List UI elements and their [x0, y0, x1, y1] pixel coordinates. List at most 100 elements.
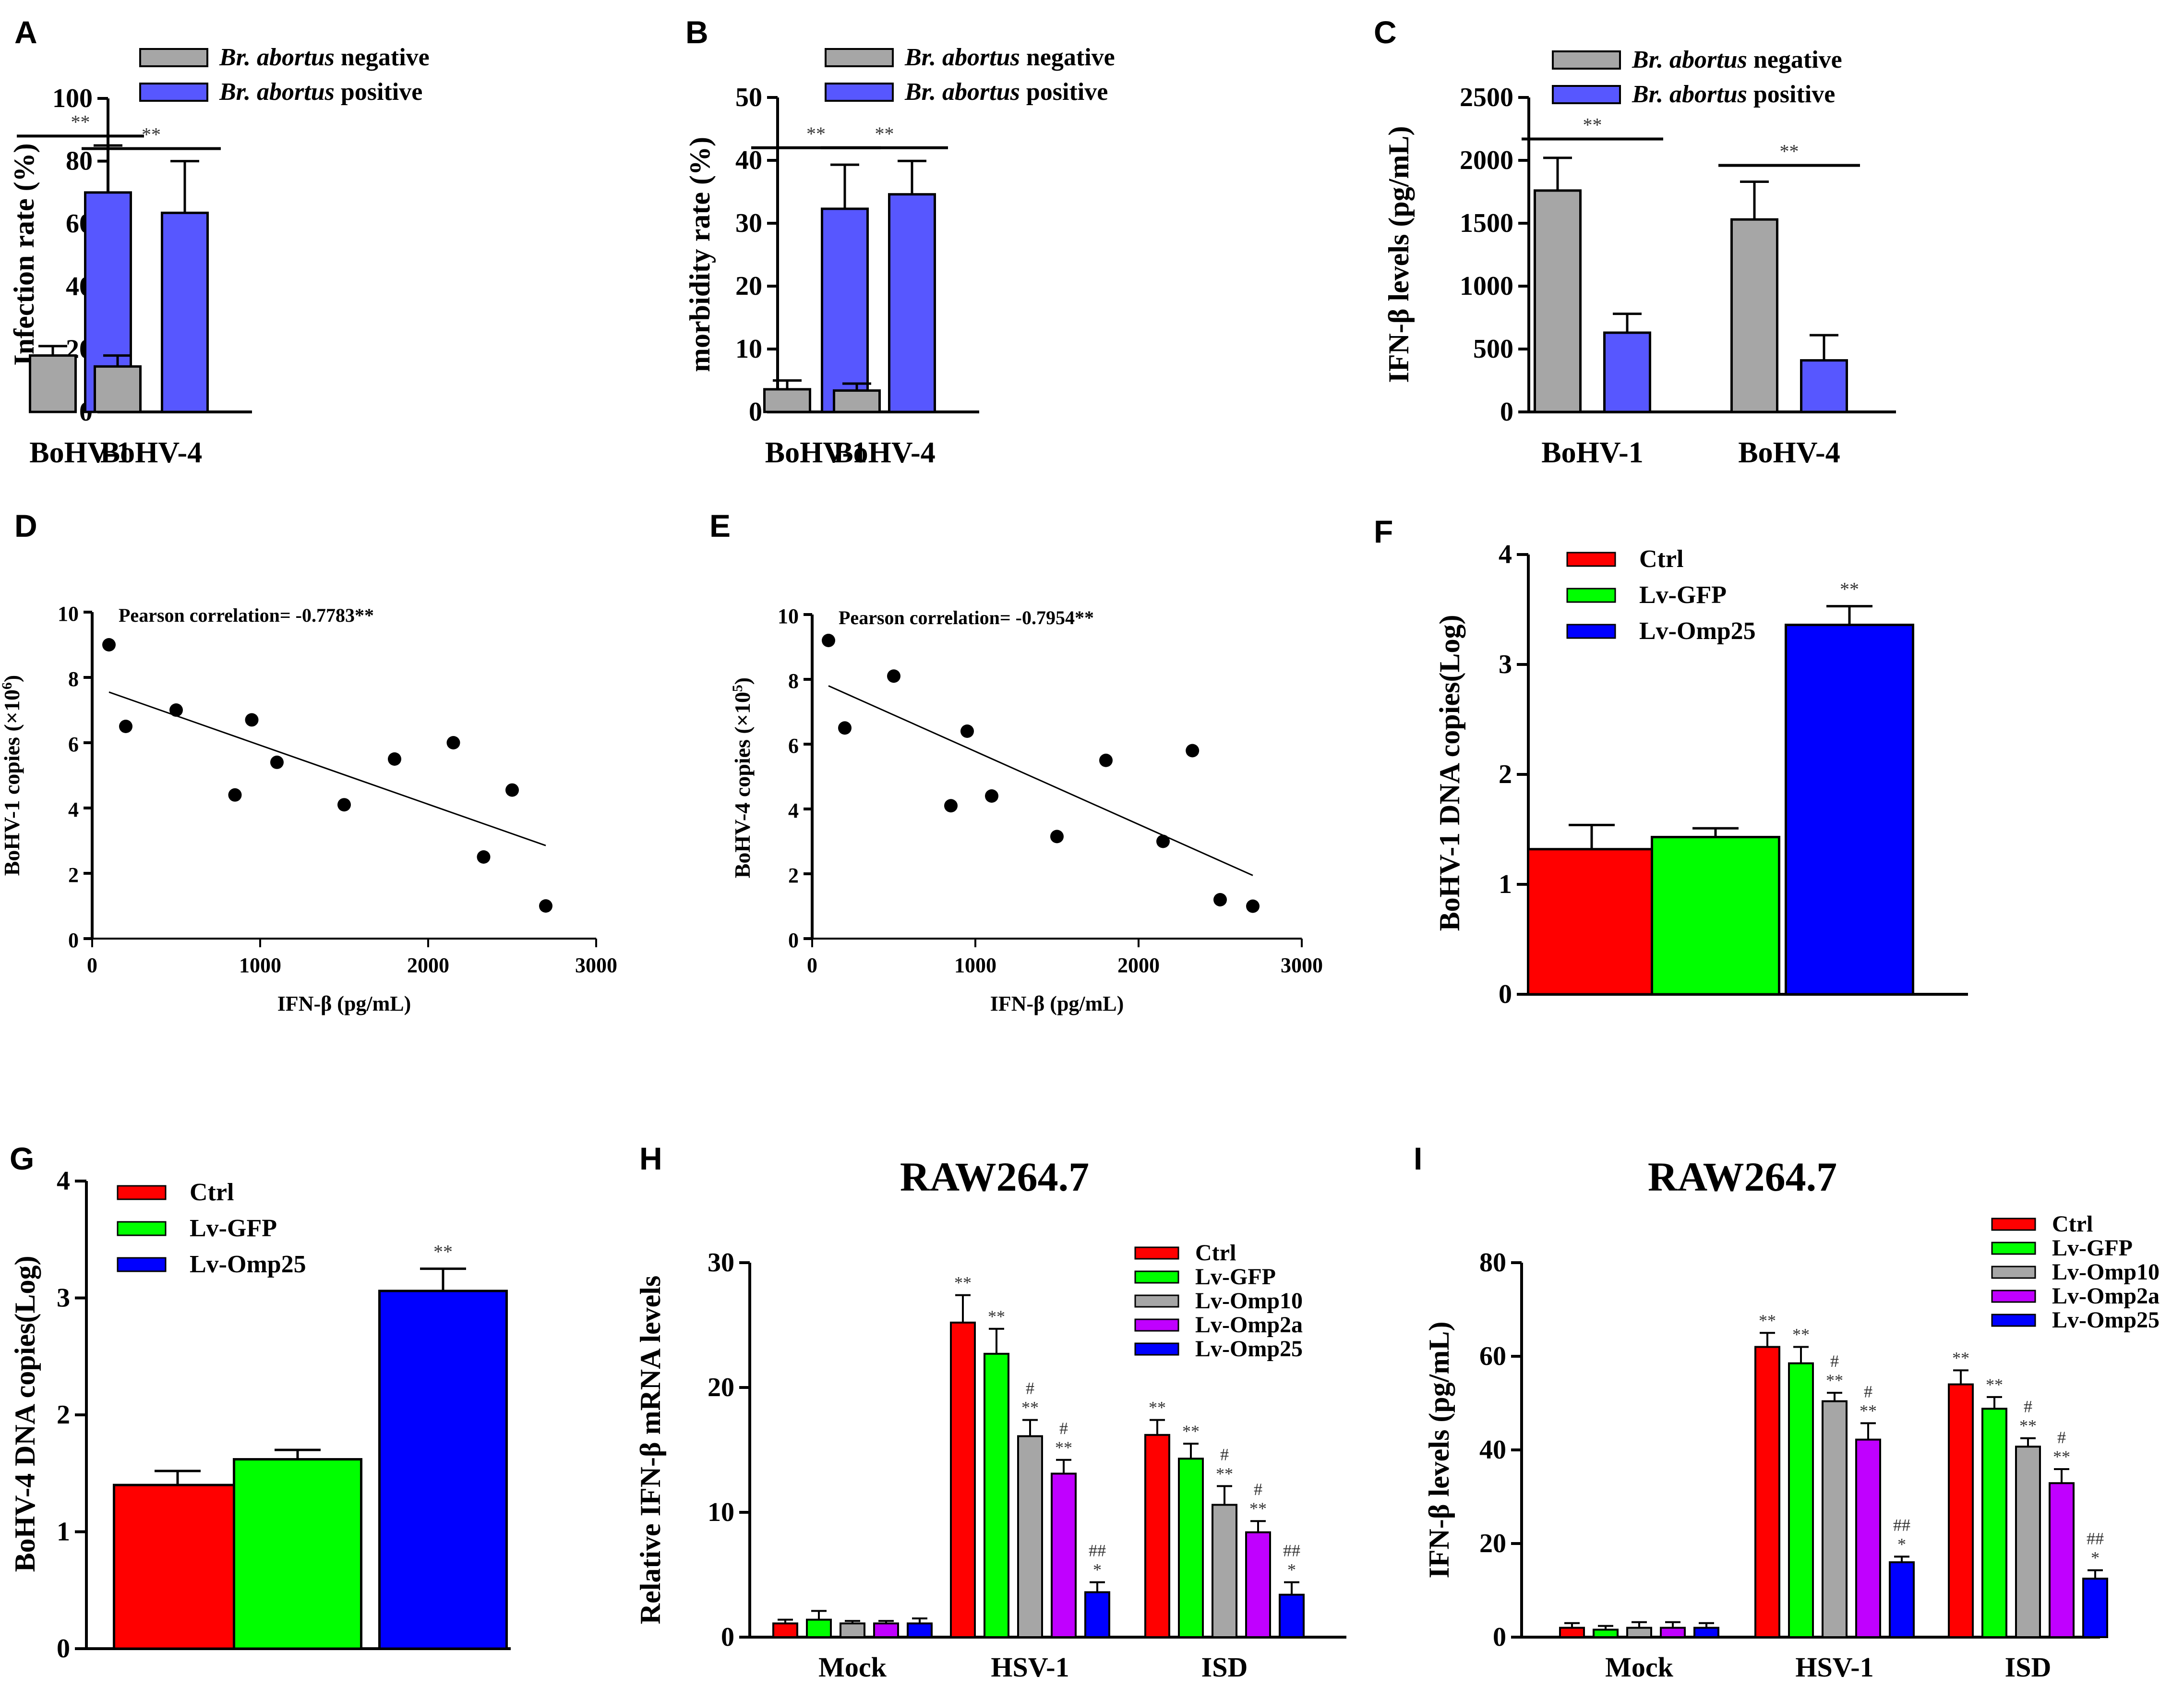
y-tick-label: 30 — [735, 208, 762, 238]
x-tick-label: 0 — [87, 953, 97, 977]
y-axis-label: Infection rate (%) — [8, 143, 40, 365]
y-tick-label: 2 — [68, 863, 79, 887]
y-axis-label: BoHV-1 DNA copies(Log) — [1434, 615, 1465, 931]
scatter-point — [446, 736, 460, 749]
y-tick-label: 100 — [52, 84, 93, 113]
x-tick-label: 2000 — [1117, 953, 1160, 977]
y-tick-label: 0 — [1500, 397, 1513, 427]
correlation-annotation: Pearson correlation= -0.7954** — [839, 607, 1094, 628]
bar-Lv-Omp25-ISD — [2082, 1578, 2108, 1638]
y-axis-label: IFN-β levels (pg/mL) — [1383, 126, 1415, 383]
legend-species: Br. abortus — [904, 44, 1020, 71]
bar-Lv-GFP-Mock — [1593, 1629, 1619, 1638]
significance-label: ** — [988, 1307, 1005, 1326]
significance-label: ** — [1826, 1371, 1843, 1390]
bar-Lv-Omp10-ISD — [1212, 1504, 1237, 1638]
legend-species: Br. abortus — [1632, 46, 1747, 73]
y-tick-label: 0 — [57, 1634, 70, 1664]
significance-label: ** — [433, 1241, 453, 1263]
y-tick-label: 6 — [788, 734, 799, 758]
legend-swatch — [1552, 50, 1621, 70]
y-axis-label: BoHV-1 copies (×106) — [0, 675, 24, 876]
legend-label: Br. abortus negative — [1632, 46, 1842, 73]
y-tick-label: 80 — [66, 146, 93, 176]
scatter-point — [1246, 899, 1260, 913]
y-tick-label: 2 — [57, 1400, 70, 1430]
y-tick-label: 8 — [788, 669, 799, 693]
significance-label: ** — [1149, 1398, 1166, 1417]
y-axis-label-main: BoHV-4 copies (×10 — [730, 692, 755, 878]
y-tick-label: 4 — [57, 1166, 70, 1196]
significance-label: # — [1026, 1379, 1034, 1398]
bar-Lv-Omp25 — [1785, 624, 1914, 996]
y-tick-label: 500 — [1473, 334, 1513, 364]
bar-Lv-Omp25-Mock — [907, 1622, 933, 1638]
y-tick-label: 3 — [1499, 650, 1512, 679]
legend-label: Br. abortus positive — [219, 78, 422, 106]
legend-swatch — [1566, 588, 1616, 603]
bar-Lv-Omp2a-Mock — [1660, 1627, 1686, 1638]
significance-label: ## — [2087, 1529, 2104, 1548]
y-tick-label: 2500 — [1460, 83, 1513, 112]
legend-label: Ctrl — [1639, 545, 1683, 573]
x-tick-label: 2000 — [407, 953, 449, 977]
y-tick-label: 80 — [1479, 1248, 1506, 1278]
scatter-point — [985, 789, 998, 803]
bar-Ctrl — [1527, 848, 1656, 996]
category-label: BoHV-1 — [765, 436, 867, 469]
x-tick-label: 1000 — [954, 953, 996, 977]
legend-swatch — [1552, 85, 1621, 104]
y-axis-label: BoHV-4 DNA copies(Log) — [9, 1256, 41, 1572]
y-axis-label-exponent: 5 — [730, 685, 745, 692]
bar-negative-BoHV-4 — [833, 389, 881, 413]
y-axis-label: morbidity rate (%) — [684, 137, 716, 372]
significance-label: ** — [1860, 1401, 1877, 1420]
scatter-point — [477, 850, 491, 864]
significance-label: ## — [1283, 1541, 1300, 1560]
bar-positive-BoHV-4 — [888, 193, 936, 413]
chart-panel-H: RAW264.7 0 10 20 30 Relative IFN-β mRNA level… — [635, 1154, 1346, 1683]
scatter-point — [228, 788, 242, 802]
legend-swatch — [1134, 1318, 1179, 1332]
category-label: ISD — [2005, 1652, 2052, 1683]
bar-Lv-GFP-Mock — [806, 1618, 832, 1639]
significance-label: ** — [142, 123, 161, 145]
bar-Lv-Omp25-ISD — [1279, 1593, 1305, 1639]
scatter-point — [838, 721, 852, 735]
y-tick-label: 20 — [1479, 1529, 1506, 1558]
bar-Lv-Omp2a-Mock — [873, 1622, 899, 1638]
x-tick-label: 1000 — [239, 953, 281, 977]
scatter-point — [505, 783, 519, 797]
legend-swatch — [825, 48, 894, 67]
legend-swatch — [1566, 624, 1616, 639]
y-axis-label-exponent: 6 — [0, 682, 15, 689]
legend-status: negative — [1747, 46, 1842, 73]
category-label: BoHV-4 — [833, 436, 935, 469]
legend-label: Lv-Omp2a — [2052, 1283, 2160, 1309]
regression-line — [828, 685, 1253, 876]
legend-label: Ctrl — [2052, 1211, 2093, 1237]
bar-Lv-Omp10-Mock — [1626, 1627, 1652, 1638]
significance-label: * — [1897, 1534, 1906, 1554]
y-tick-label: 1500 — [1460, 208, 1513, 238]
y-tick-label: 60 — [1479, 1341, 1506, 1371]
legend-status: positive — [1020, 78, 1108, 106]
bar-Lv-Omp2a-HSV-1 — [1855, 1438, 1881, 1639]
scatter-point — [822, 634, 835, 647]
significance-label: ** — [1780, 140, 1799, 162]
legend-swatch — [825, 83, 894, 102]
legend-swatch — [1134, 1270, 1179, 1284]
bar-negative-BoHV-1 — [29, 354, 77, 413]
legend-swatch — [1134, 1246, 1179, 1260]
legend-swatch — [1134, 1294, 1179, 1308]
bar-Lv-Omp2a-ISD — [1245, 1531, 1271, 1639]
y-axis-label: IFN-β levels (pg/mL) — [1423, 1322, 1455, 1579]
bar-Lv-GFP — [233, 1458, 362, 1650]
significance-label: * — [1287, 1560, 1296, 1580]
legend-swatch — [1566, 552, 1616, 567]
significance-label: ** — [1792, 1325, 1810, 1344]
y-tick-label: 20 — [735, 271, 762, 301]
significance-label: # — [1864, 1382, 1872, 1401]
legend-label: Ctrl — [190, 1179, 234, 1206]
